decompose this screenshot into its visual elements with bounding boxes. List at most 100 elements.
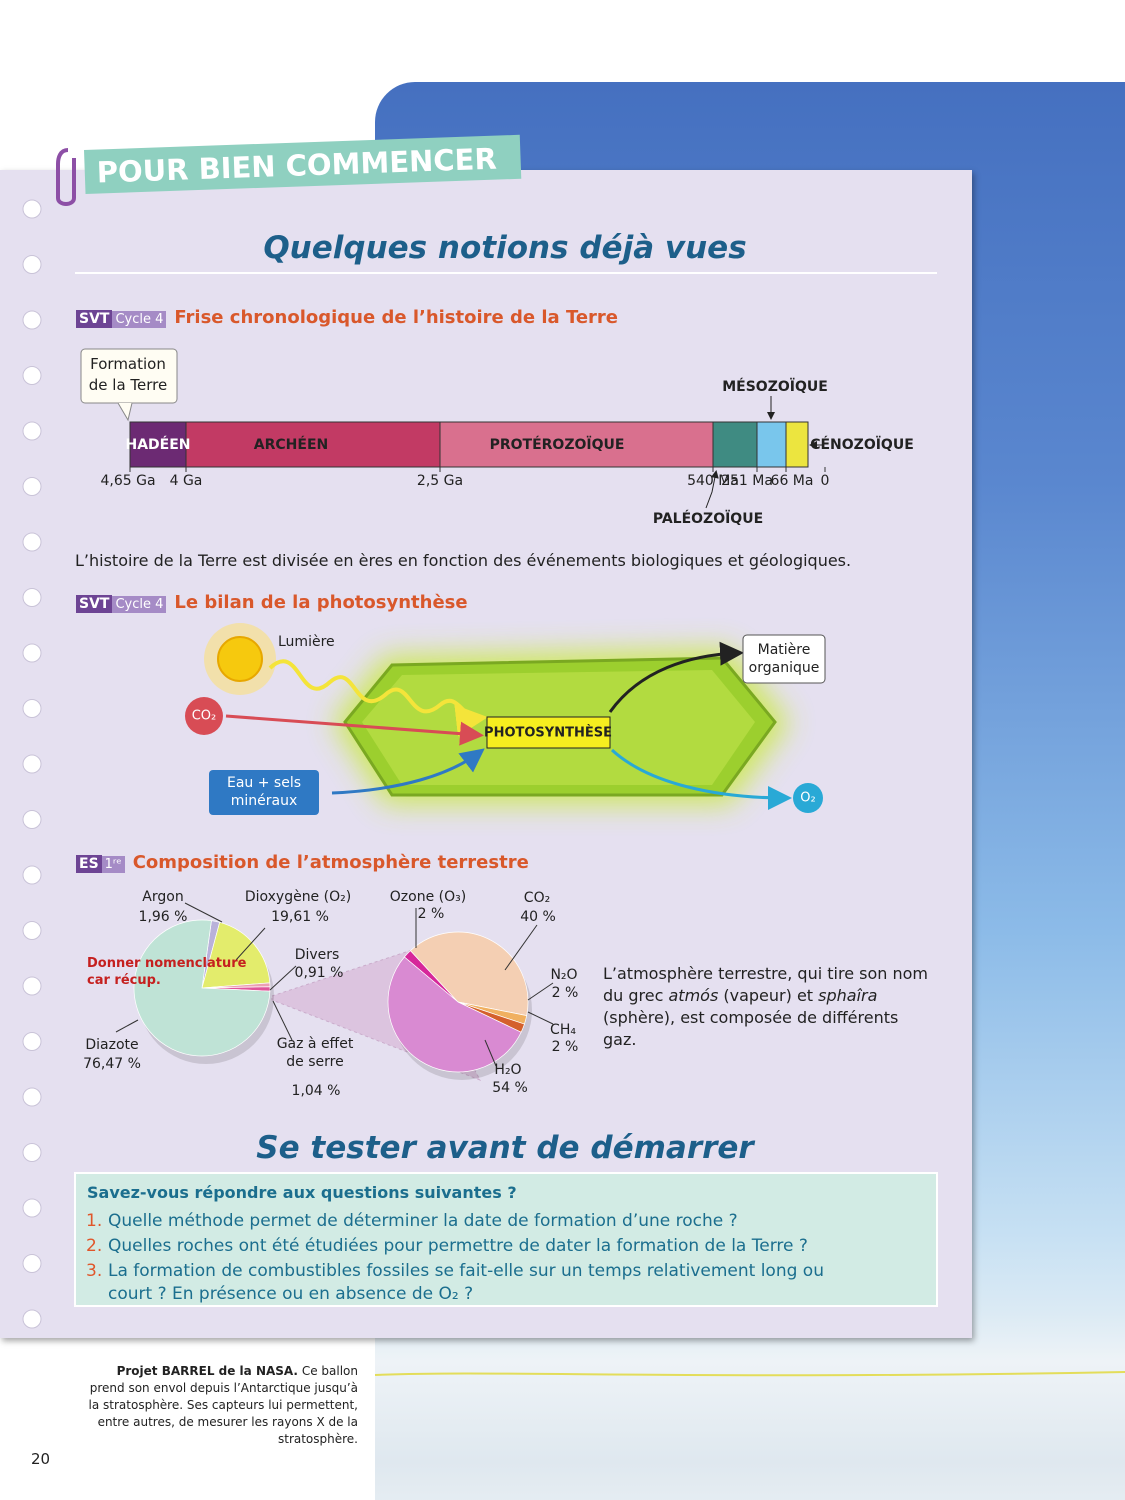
hole: [22, 699, 42, 718]
tick-label: 540 Ma: [687, 473, 739, 489]
hole: [22, 754, 42, 774]
text-part: (vapeur) et: [718, 986, 819, 1005]
tick-label: 0: [820, 473, 830, 489]
timeline-caption: L’histoire de la Terre est divisée en èr…: [75, 551, 852, 570]
pie-slice: [133, 919, 271, 1057]
hole: [22, 1143, 42, 1162]
hole: [22, 1254, 42, 1273]
hole: [22, 865, 42, 885]
light-label: Lumière: [278, 634, 335, 650]
era-segment: [439, 421, 714, 468]
section-header: SVT Cycle 4 Frise chronologique de l’histo…: [76, 307, 618, 328]
photo-caption: Projet BARREL de la NASA. Ce ballon pren…: [85, 1363, 358, 1448]
questions: 1. Quelle méthode permet de déterminer la…: [86, 1210, 868, 1308]
era-segment: [785, 421, 809, 468]
o2-arrow: [610, 748, 792, 810]
slice-name: Diazote: [85, 1037, 139, 1053]
question-text: La formation de combustibles fossiles se…: [108, 1261, 824, 1304]
caption-text: Ce ballon prend son envol depuis l’Antar…: [88, 1364, 358, 1446]
process-label: PHOTOSYNTHÈSE: [484, 725, 612, 741]
era-segment: [129, 421, 187, 468]
caption-bold: Projet BARREL de la NASA.: [116, 1364, 298, 1378]
callout-pointer: [117, 402, 133, 422]
pie-slice: [387, 956, 522, 1073]
tick-label: 4,65 Ga: [100, 473, 156, 489]
slice-name: H₂O: [494, 1062, 522, 1078]
quiz-intro: Savez-vous répondre aux questions suivan…: [87, 1183, 517, 1202]
slice-value: 19,61 %: [271, 909, 329, 925]
question-number: 2.: [86, 1236, 103, 1256]
hole: [22, 1198, 42, 1218]
pie-leaders: [115, 902, 554, 1067]
era-label: ARCHÉEN: [253, 437, 329, 453]
era-label: PALÉOZOÏQUE: [652, 511, 764, 527]
quiz-title: Se tester avant de démarrer: [256, 1130, 754, 1166]
note: Donner nomenclature car récup.: [87, 956, 247, 988]
era-label: MÉSOZOÏQUE: [722, 379, 828, 395]
hole: [22, 366, 42, 385]
hole: [22, 1087, 42, 1107]
hole: [22, 310, 42, 330]
slice-name: CO₂: [523, 890, 551, 906]
text-part: (sphère), est composée de différents gaz…: [603, 1008, 899, 1049]
paleo-arrow: [705, 470, 719, 509]
section-title: Frise chronologique de l’histoire de la …: [174, 307, 619, 328]
start-label: Formation de la Terre: [88, 355, 168, 394]
question-text: Quelle méthode permet de déterminer la d…: [108, 1211, 738, 1231]
hole: [22, 532, 42, 552]
quiz-box: [74, 1172, 938, 1307]
hole: [22, 421, 42, 441]
question: 3. La formation de combustibles fossiles …: [86, 1260, 868, 1306]
product-arrow: [608, 641, 744, 713]
slice-value: 40 %: [520, 909, 556, 925]
hole: [22, 588, 42, 607]
hole: [22, 477, 42, 496]
timeline-bar: [129, 421, 826, 472]
co2-bubble: [185, 697, 223, 735]
product-label: Matière organique: [748, 642, 820, 676]
slice-name: Argon: [142, 889, 184, 905]
tag-sub: Cycle 4: [112, 311, 167, 328]
hole: [22, 255, 42, 274]
section-title: Composition de l’atmosphère terrestre: [132, 852, 529, 873]
hole: [22, 199, 42, 219]
hole: [22, 1309, 42, 1329]
pie-slice: [409, 931, 529, 1017]
slice-value: 1,96 %: [138, 909, 188, 925]
slice-name: Gaz à effet de serre: [276, 1036, 354, 1070]
binder-holes: [22, 199, 42, 1329]
tag-sub: 1ʳᵉ: [101, 856, 125, 873]
section-header: SVT Cycle 4 Le bilan de la photosynthèse: [76, 592, 468, 613]
sun: [204, 623, 276, 695]
era-segment: [756, 421, 787, 468]
slice-value: 54 %: [492, 1080, 528, 1096]
text-part: L’atmosphère terrestre, qui tire son nom…: [603, 964, 928, 1005]
hole: [22, 643, 42, 663]
o2-label: O₂: [800, 790, 816, 806]
tick-label: 251 Ma: [721, 473, 773, 489]
era-label: HADÉEN: [125, 437, 191, 453]
tick-label: 66 Ma: [770, 473, 814, 489]
o2-bubble: [793, 783, 823, 813]
pie-slice: [201, 921, 271, 989]
slice-name: N₂O: [550, 967, 578, 983]
page-title: Quelques notions déjà vues: [263, 230, 747, 266]
slice-value: 0,91 %: [294, 965, 344, 981]
slice-value: 2 %: [551, 1039, 579, 1055]
process-box: [486, 716, 611, 749]
question-text: Quelles roches ont été étudiées pour per…: [108, 1236, 808, 1256]
tag: SVT: [76, 595, 113, 613]
section-header: ES 1ʳᵉ Composition de l’atmosphère terrest…: [76, 852, 529, 873]
slice-value: 2 %: [417, 906, 445, 922]
paper-clip: [56, 148, 76, 206]
hole: [22, 976, 42, 996]
tag-sub: Cycle 4: [112, 596, 167, 613]
water-box: [209, 770, 319, 815]
balloon-tether: [374, 1371, 1125, 1377]
text-part: atmós: [668, 986, 719, 1005]
tick-label: 2,5 Ga: [416, 473, 464, 489]
slice-value: 1,04 %: [291, 1083, 341, 1099]
slice-value: 76,47 %: [83, 1056, 141, 1072]
